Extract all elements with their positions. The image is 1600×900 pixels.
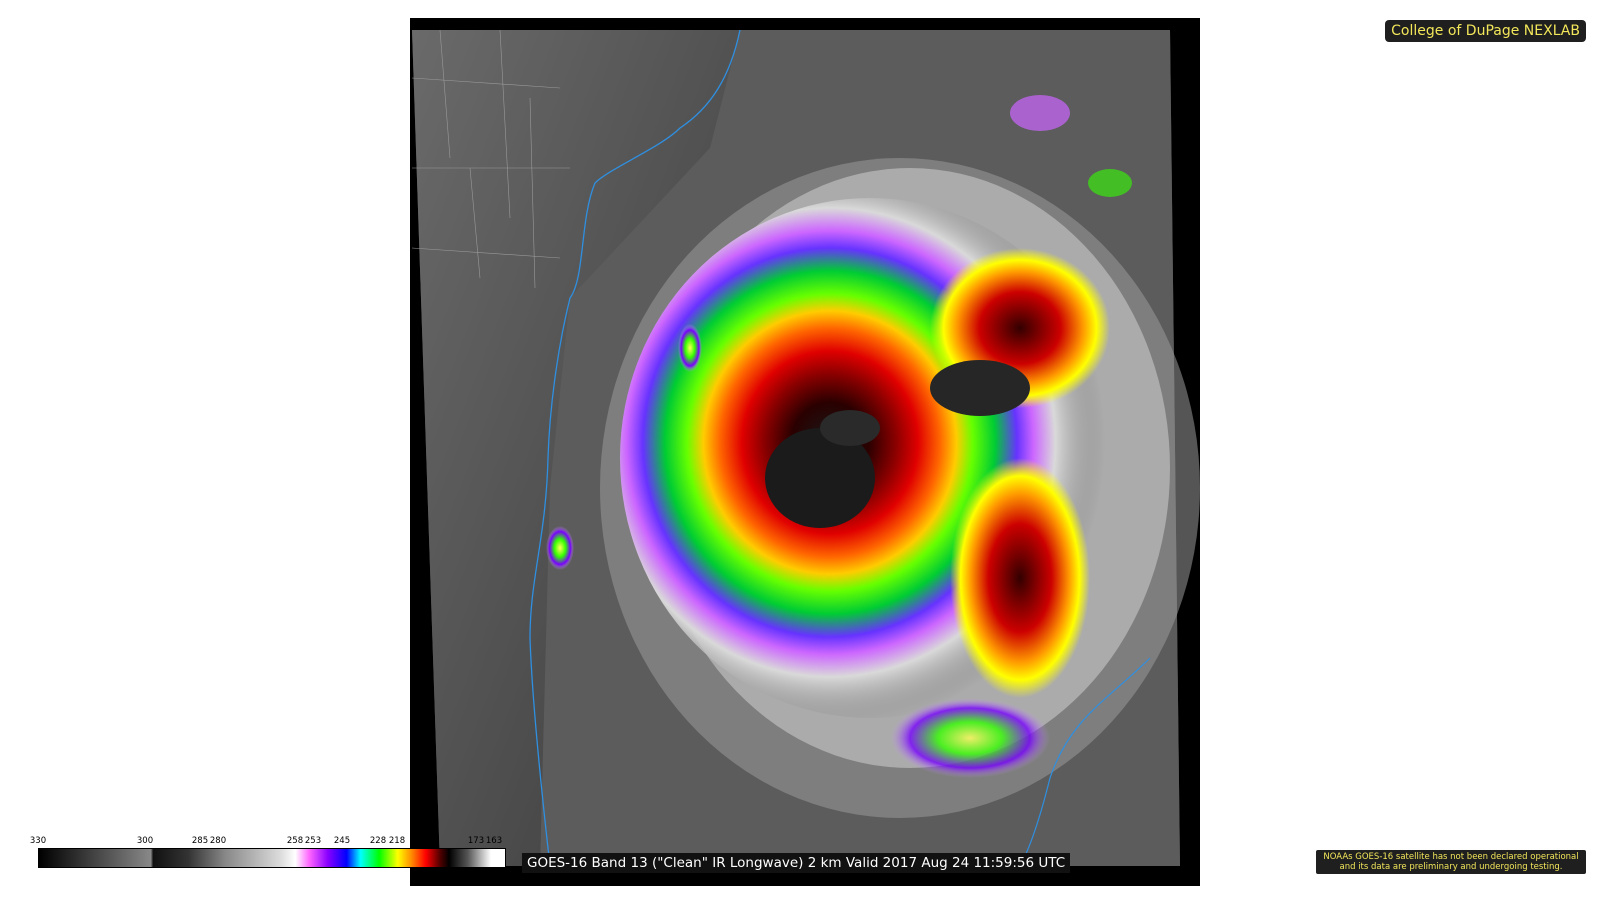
notice-line-1: NOAAs GOES-16 satellite has not been dec… bbox=[1323, 852, 1579, 862]
colorbar-ticks: 330 300 285 280 258 253 245 228 218 173 … bbox=[30, 836, 504, 848]
convective-band-s bbox=[950, 458, 1090, 698]
tick-label: 280 bbox=[209, 836, 227, 846]
coastline bbox=[529, 29, 741, 867]
tick-label: 218 bbox=[388, 836, 406, 846]
temperature-colorbar bbox=[38, 848, 506, 868]
satellite-image[interactable] bbox=[410, 18, 1200, 886]
notice-line-2: and its data are preliminary and undergo… bbox=[1339, 862, 1563, 872]
tick-label: 330 bbox=[29, 836, 47, 846]
satellite-canvas bbox=[411, 29, 1200, 867]
tick-label: 258 bbox=[286, 836, 304, 846]
tick-label: 285 bbox=[191, 836, 209, 846]
tick-label: 173 bbox=[467, 836, 485, 846]
land-area bbox=[412, 30, 740, 866]
product-text: GOES-16 Band 13 ("Clean" IR Longwave) 2 … bbox=[527, 855, 1066, 871]
state-boundaries bbox=[411, 29, 570, 289]
brand-label: College of DuPage NEXLAB bbox=[1391, 23, 1580, 39]
tick-label: 228 bbox=[369, 836, 387, 846]
tick-label: 300 bbox=[136, 836, 154, 846]
product-caption: GOES-16 Band 13 ("Clean" IR Longwave) 2 … bbox=[522, 853, 1071, 873]
tick-label: 163 bbox=[485, 836, 503, 846]
tick-label: 245 bbox=[333, 836, 351, 846]
operational-notice: NOAAs GOES-16 satellite has not been dec… bbox=[1316, 850, 1586, 874]
tick-label: 253 bbox=[304, 836, 322, 846]
nexlab-badge: College of DuPage NEXLAB bbox=[1385, 20, 1586, 42]
